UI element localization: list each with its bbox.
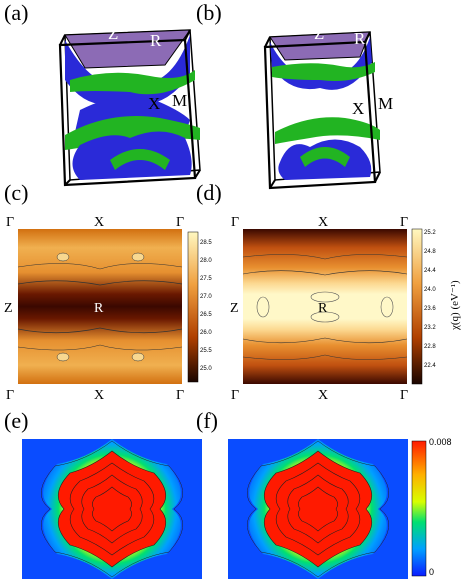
colorbar-f-max: 0.008 [429, 437, 452, 447]
label-c-X-bottom: X [94, 388, 105, 403]
susceptibility-map-c [17, 229, 183, 384]
contour-map-e [22, 439, 202, 579]
label-b-Z: Z [314, 24, 325, 43]
label-a-Z: Z [108, 24, 119, 43]
label-c-R: R [94, 301, 104, 316]
colorbar-f-min: 0 [429, 567, 435, 577]
fermi-surface-a [58, 29, 201, 187]
contour-map-f [228, 439, 408, 579]
colorbar-d-title: χ(q) (eV⁻¹) [449, 280, 461, 330]
label-a-X: X [148, 94, 161, 113]
label-d-R: R [318, 301, 328, 316]
panel-label-e: (e) [4, 408, 29, 433]
label-c-gamma-br: Γ [176, 388, 185, 403]
colorbar-d [411, 228, 423, 385]
label-a-R: R [150, 31, 162, 50]
tick-d-3: 24.0 [424, 287, 436, 293]
fermi-surface-b [263, 31, 381, 190]
tick-d-2: 24.4 [424, 268, 436, 274]
label-c-gamma-tr: Γ [176, 215, 185, 230]
label-b-R: R [354, 29, 366, 48]
susceptibility-map-d [242, 229, 408, 384]
panel-label-a: (a) [4, 0, 29, 25]
tick-c-2: 27.5 [200, 276, 212, 282]
label-d-gamma-tl: Γ [231, 215, 240, 230]
tick-d-6: 22.8 [424, 344, 436, 350]
panel-label-b: (b) [196, 0, 222, 25]
label-d-gamma-br: Γ [400, 388, 409, 403]
tick-d-1: 24.8 [424, 249, 436, 255]
label-c-X-top: X [94, 215, 105, 230]
panel-label-d: (d) [196, 180, 222, 205]
label-d-X-top: X [318, 215, 329, 230]
label-b-X: X [352, 99, 365, 118]
tick-c-4: 26.5 [200, 312, 212, 318]
label-d-Z: Z [230, 301, 239, 316]
tick-c-5: 26.0 [200, 330, 212, 336]
tick-c-7: 25.0 [200, 366, 212, 372]
colorbar-f [411, 440, 427, 577]
tick-c-6: 25.5 [200, 348, 212, 354]
tick-c-3: 27.0 [200, 294, 212, 300]
tick-c-0: 28.5 [200, 240, 212, 246]
label-b-M: M [378, 94, 394, 113]
tick-d-4: 23.6 [424, 306, 436, 312]
colorbar-c [187, 231, 199, 383]
label-d-gamma-tr: Γ [400, 215, 409, 230]
label-c-Z: Z [4, 301, 13, 316]
label-d-gamma-bl: Γ [231, 388, 240, 403]
panel-label-c: (c) [4, 180, 29, 205]
panel-label-f: (f) [196, 408, 218, 433]
tick-d-7: 22.4 [424, 363, 436, 369]
tick-d-5: 23.2 [424, 325, 436, 331]
label-c-gamma-bl: Γ [6, 388, 15, 403]
tick-c-1: 28.0 [200, 258, 212, 264]
label-d-X-bottom: X [318, 388, 329, 403]
label-c-gamma-tl: Γ [6, 215, 15, 230]
label-a-M: M [172, 91, 188, 110]
tick-d-0: 25.2 [424, 230, 436, 236]
